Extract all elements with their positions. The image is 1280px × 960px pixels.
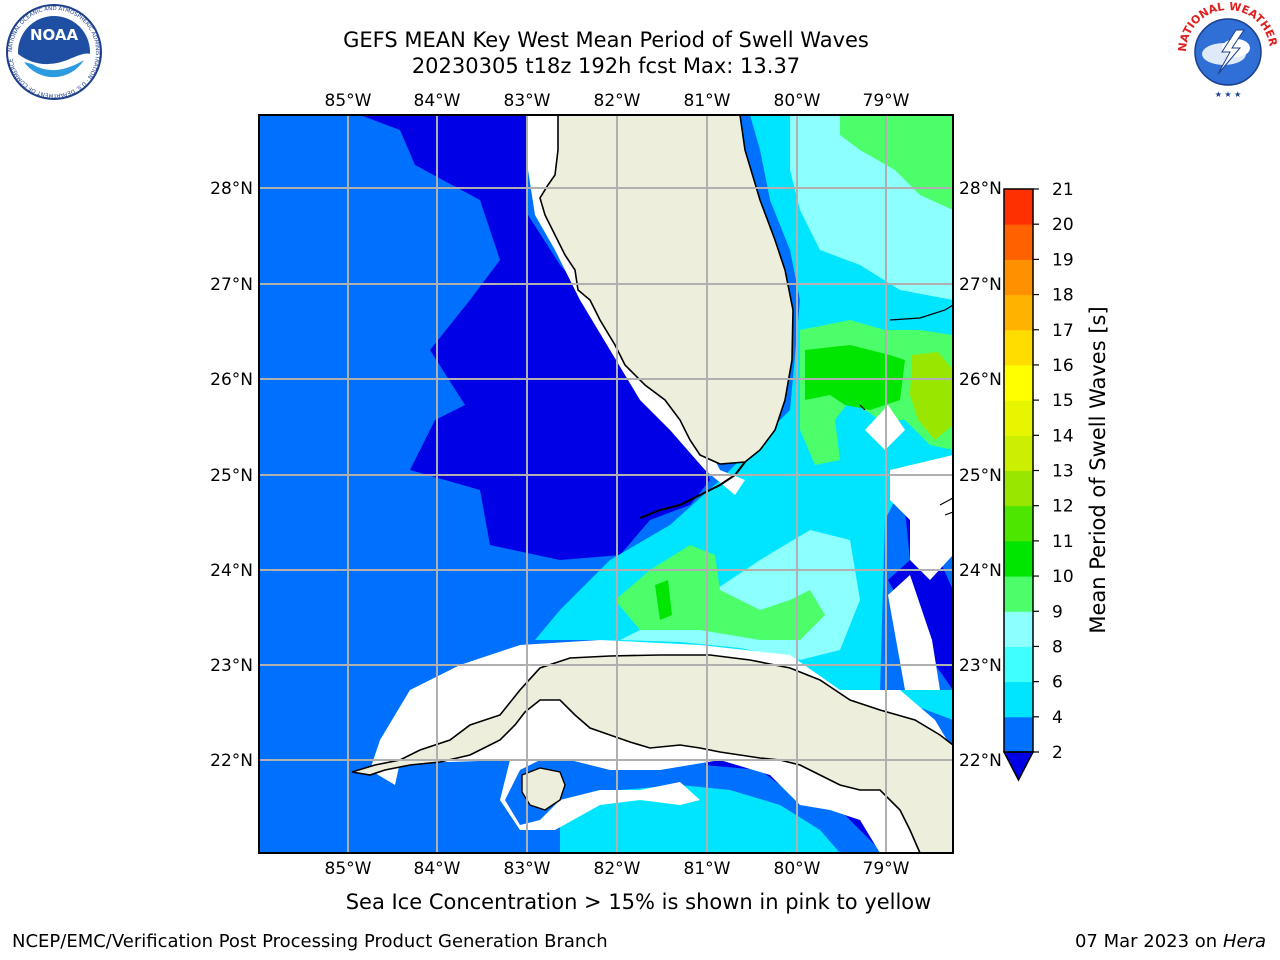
cuba-land: [351, 654, 953, 853]
nws-logo-icon: NATIONAL WEATHER SERVICE ★ ★ ★: [1178, 2, 1278, 99]
sea-ice-note: Sea Ice Concentration > 15% is shown in …: [345, 890, 932, 914]
lat-label-left: 24°N: [210, 561, 253, 581]
colorbar: 2 4 6 8 9 10 11 12 13 14 15 16 17 18 19 20 21: [1002, 180, 1074, 782]
colorbar-swatch: [1004, 400, 1033, 436]
colorbar-tick-label: 11: [1052, 532, 1074, 552]
map-frame: [258, 114, 954, 854]
lon-label-bottom: 82°W: [594, 859, 641, 879]
lon-label-bottom: 81°W: [684, 859, 731, 879]
lon-label-top: 85°W: [325, 91, 372, 111]
ocean-cyan-region-south: [560, 785, 840, 853]
colorbar-swatch: [1004, 540, 1033, 577]
colorbar-tick-label: 21: [1052, 180, 1074, 200]
bahamas-land: [859, 304, 953, 516]
noaa-logo-text: NOAA: [30, 26, 79, 44]
footer-date-text: 07 Mar 2023 on: [1074, 931, 1218, 952]
footer-credit: NCEP/EMC/Verification Post Processing Pr…: [12, 931, 608, 952]
colorbar-tick-label: 17: [1052, 321, 1074, 341]
lat-label-right: 25°N: [959, 466, 1002, 486]
colorbar-tick-label: 18: [1052, 286, 1074, 306]
chart-subtitle: 20230305 t18z 192h fcst Max: 13.37: [411, 54, 801, 78]
colorbar-title: Mean Period of Swell Waves [s]: [1086, 306, 1110, 633]
colorbar-tick-label: 13: [1052, 462, 1074, 482]
no-data-region-bahamas: [890, 455, 953, 580]
noaa-logo-icon: NOAA NATIONAL OCEANIC AND ATMOSPHERIC AD…: [6, 4, 102, 100]
colorbar-swatch: [1004, 189, 1033, 225]
isla-de-la-juventud-land: [521, 767, 566, 811]
colorbar-tick-label: 6: [1052, 673, 1063, 693]
ocean-green-region-north: [840, 115, 953, 210]
lon-label-bottom: 85°W: [325, 859, 372, 879]
florida-land: [539, 115, 794, 465]
colorbar-swatch: [1004, 364, 1033, 401]
lon-label-top: 84°W: [414, 91, 461, 111]
colorbar-swatch: [1004, 505, 1033, 542]
lat-label-right: 28°N: [959, 179, 1002, 199]
lat-label-right: 24°N: [959, 561, 1002, 581]
footer-date: 07 Mar 2023 on Hera: [1075, 931, 1266, 952]
lon-label-top: 79°W: [863, 91, 910, 111]
colorbar-tick-label: 16: [1052, 356, 1074, 376]
lon-label-bottom: 80°W: [774, 859, 821, 879]
ocean-bright-green-region: [805, 345, 905, 410]
colorbar-swatch: [1004, 435, 1033, 471]
no-data-region-bahamas-south: [888, 575, 940, 690]
colorbar-tick-label: 9: [1052, 602, 1063, 622]
ocean-bright-green-patch: [655, 580, 672, 620]
colorbar-tick-label: 4: [1052, 708, 1063, 728]
colorbar-swatch: [1004, 224, 1033, 260]
lon-label-top: 81°W: [684, 91, 731, 111]
lat-label-left: 26°N: [210, 370, 253, 390]
colorbar-tick-label: 20: [1052, 215, 1074, 235]
latitude-labels-right: 28°N 27°N 26°N 25°N 24°N 23°N 22°N: [959, 179, 1002, 771]
no-data-region-gulf-coast: [528, 115, 745, 495]
graticule: [259, 115, 953, 853]
colorbar-tick-label: 14: [1052, 426, 1074, 446]
map-area: [259, 115, 953, 853]
lon-label-bottom: 84°W: [414, 859, 461, 879]
ocean-short-period-region: [360, 115, 710, 560]
colorbar-swatch: [1004, 294, 1033, 331]
lat-label-right: 23°N: [959, 656, 1002, 676]
colorbar-swatch: [1004, 611, 1033, 647]
colorbar-tick-label: 10: [1052, 567, 1074, 587]
lat-label-right: 22°N: [959, 751, 1002, 771]
svg-text:★ ★ ★: ★ ★ ★: [1215, 90, 1242, 99]
longitude-labels-top: 85°W 84°W 83°W 82°W 81°W 80°W 79°W: [325, 91, 910, 111]
lon-label-top: 80°W: [774, 91, 821, 111]
lon-label-bottom: 83°W: [504, 859, 551, 879]
lat-label-right: 27°N: [959, 275, 1002, 295]
colorbar-swatch: [1004, 576, 1033, 612]
latitude-labels-left: 28°N 27°N 26°N 25°N 24°N 23°N 22°N: [210, 179, 253, 771]
colorbar-tick-label: 2: [1052, 743, 1063, 763]
colorbar-tick-label: 12: [1052, 497, 1074, 517]
chart-title: GEFS MEAN Key West Mean Period of Swell …: [343, 28, 869, 52]
colorbar-swatch: [1004, 259, 1033, 296]
lon-label-top: 82°W: [594, 91, 641, 111]
lat-label-left: 22°N: [210, 751, 253, 771]
colorbar-swatch: [1004, 646, 1033, 683]
colorbar-swatch: [1004, 470, 1033, 507]
lon-label-top: 83°W: [504, 91, 551, 111]
lat-label-left: 28°N: [210, 179, 253, 199]
footer-host: Hera: [1222, 931, 1266, 952]
colorbar-tick-label: 8: [1052, 637, 1063, 657]
colorbar-tick-label: 15: [1052, 391, 1074, 411]
lat-label-right: 26°N: [959, 370, 1002, 390]
colorbar-tick-label: 19: [1052, 250, 1074, 270]
colorbar-swatch: [1004, 716, 1033, 753]
colorbar-swatch: [1004, 329, 1033, 366]
lat-label-left: 27°N: [210, 275, 253, 295]
longitude-labels-bottom: 85°W 84°W 83°W 82°W 81°W 80°W 79°W: [325, 859, 910, 879]
colorbar-swatch: [1004, 681, 1033, 718]
colorbar-under-extension: [1002, 751, 1035, 782]
lat-label-left: 25°N: [210, 466, 253, 486]
ocean-yellow-green-max-region: [910, 352, 953, 440]
lon-label-bottom: 79°W: [863, 859, 910, 879]
lat-label-left: 23°N: [210, 656, 253, 676]
